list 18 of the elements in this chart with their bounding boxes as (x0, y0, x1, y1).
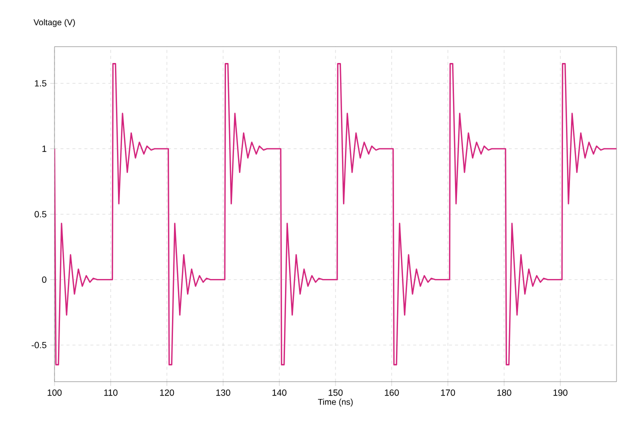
y-tick-label: 1 (42, 146, 46, 152)
x-tick-label: 170 (441, 389, 456, 396)
x-tick-label: 150 (328, 389, 343, 396)
x-tick-label: 130 (216, 389, 230, 396)
x-tick-label: 100 (48, 389, 62, 396)
y-tick-label: 1.5 (34, 80, 46, 86)
x-axis-title: Time (ns) (318, 398, 353, 407)
y-tick-label: 0 (42, 276, 46, 283)
x-tick-label: 110 (104, 389, 118, 396)
y-tick-label: -0.5 (32, 342, 46, 348)
line-series (54, 63, 617, 366)
y-tick-label: 0.5 (34, 211, 46, 218)
x-tick-label: 190 (554, 389, 568, 396)
x-tick-label: 120 (160, 389, 174, 396)
x-tick-label: 160 (384, 389, 399, 396)
x-tick-label: 180 (497, 389, 512, 396)
x-tick-label: 140 (272, 389, 286, 396)
y-axis-title: Voltage (V) (34, 19, 75, 27)
